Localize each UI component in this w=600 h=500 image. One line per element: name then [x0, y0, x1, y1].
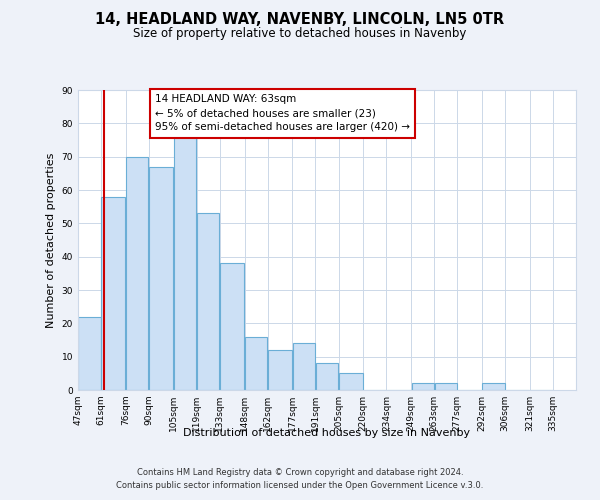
Bar: [482, 384, 505, 390]
Text: Distribution of detached houses by size in Navenby: Distribution of detached houses by size …: [184, 428, 470, 438]
Bar: [268, 350, 292, 390]
Bar: [126, 156, 148, 390]
Text: 14 HEADLAND WAY: 63sqm
← 5% of detached houses are smaller (23)
95% of semi-deta: 14 HEADLAND WAY: 63sqm ← 5% of detached …: [155, 94, 410, 132]
Bar: [79, 316, 101, 390]
Bar: [149, 166, 173, 390]
Bar: [101, 196, 125, 390]
Bar: [197, 214, 220, 390]
Bar: [293, 344, 315, 390]
Bar: [339, 374, 363, 390]
Bar: [434, 384, 457, 390]
Text: 14, HEADLAND WAY, NAVENBY, LINCOLN, LN5 0TR: 14, HEADLAND WAY, NAVENBY, LINCOLN, LN5 …: [95, 12, 505, 28]
Bar: [174, 136, 196, 390]
Bar: [245, 336, 267, 390]
Y-axis label: Number of detached properties: Number of detached properties: [46, 152, 56, 328]
Text: Contains HM Land Registry data © Crown copyright and database right 2024.: Contains HM Land Registry data © Crown c…: [137, 468, 463, 477]
Text: Size of property relative to detached houses in Navenby: Size of property relative to detached ho…: [133, 28, 467, 40]
Text: Contains public sector information licensed under the Open Government Licence v.: Contains public sector information licen…: [116, 480, 484, 490]
Bar: [316, 364, 338, 390]
Bar: [220, 264, 244, 390]
Bar: [412, 384, 434, 390]
